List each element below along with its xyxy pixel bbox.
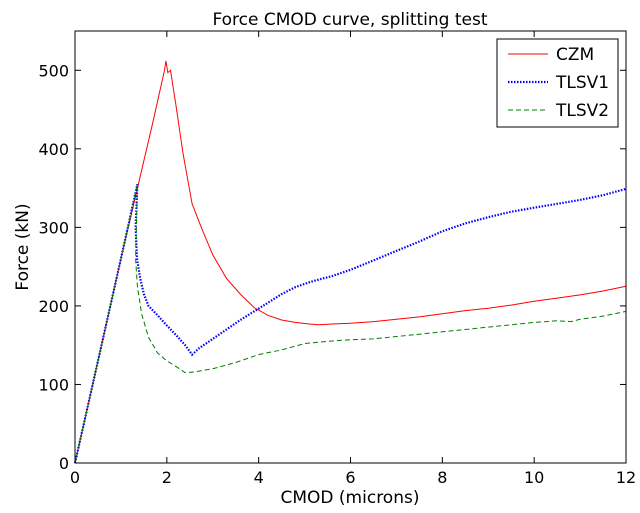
x-tick-label: 8: [437, 468, 447, 487]
y-tick-label: 500: [38, 61, 69, 80]
y-tick-label: 300: [38, 218, 69, 237]
y-tick-label: 0: [59, 454, 69, 473]
x-tick-label: 2: [162, 468, 172, 487]
y-tick-label: 400: [38, 140, 69, 159]
y-tick-label: 100: [38, 375, 69, 394]
y-axis-title: Force (kN): [13, 203, 33, 290]
legend: CZM TLSV1 TLSV2: [496, 38, 619, 128]
x-tick-label: 12: [616, 468, 636, 487]
chart-title: Force CMOD curve, splitting test: [212, 10, 487, 30]
x-tick-label: 10: [524, 468, 544, 487]
legend-label: TLSV1: [555, 73, 609, 93]
series-line-czm: [74, 60, 627, 464]
axis-ticks: 0 2 4 6 8 10 12 0 100 200 300 400 500: [38, 31, 636, 487]
x-tick-label: 6: [345, 468, 355, 487]
x-tick-label: 4: [254, 468, 264, 487]
legend-label: TLSV2: [555, 101, 609, 121]
plot-area: [73, 60, 627, 464]
y-tick-label: 200: [38, 297, 69, 316]
x-axis-title: CMOD (microns): [281, 488, 420, 508]
x-tick-label: 0: [70, 468, 80, 487]
series-line-tlsv1: [73, 183, 627, 464]
legend-label: CZM: [556, 45, 594, 65]
